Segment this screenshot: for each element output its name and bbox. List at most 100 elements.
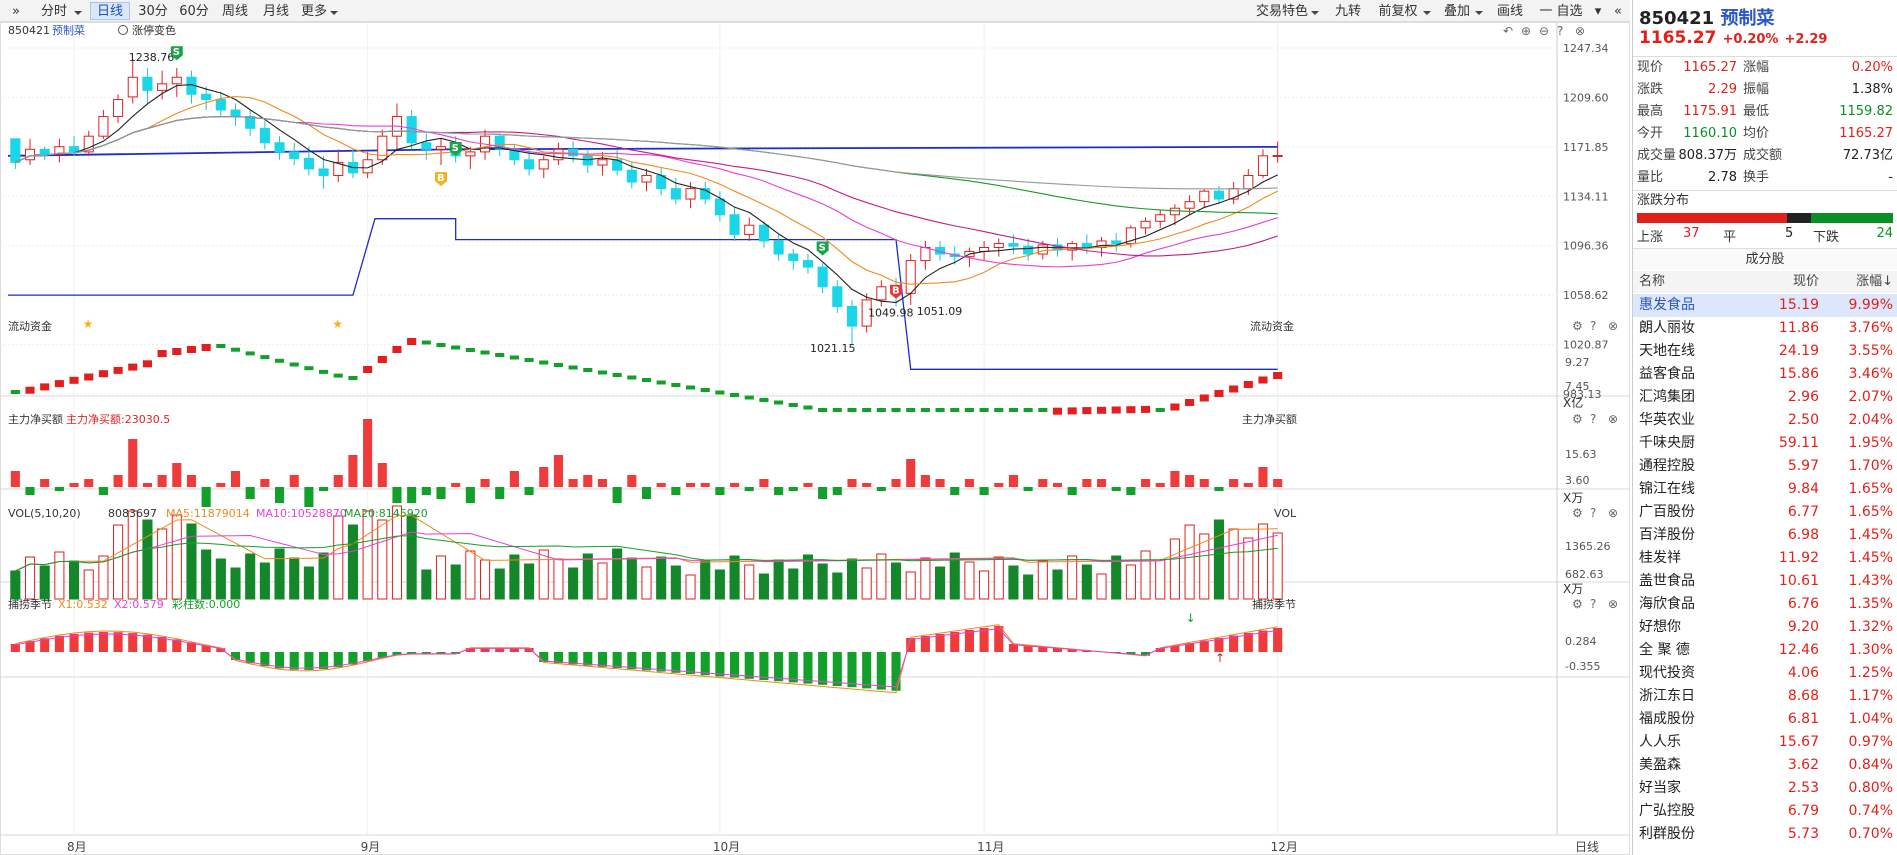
toolbar-button-r11[interactable]: 叠加	[1439, 2, 1487, 20]
candle-body	[714, 198, 725, 216]
constituent-row[interactable]: 天地在线 24.19 3.55%	[1633, 340, 1897, 363]
quote-row: 涨跌 2.29 振幅 1.38%	[1633, 79, 1897, 101]
netbuy-bar	[539, 467, 549, 487]
constituent-row[interactable]: 全 聚 德 12.46 1.30%	[1633, 639, 1897, 662]
toolbar-button-r13[interactable]: 一 自选	[1539, 4, 1583, 19]
candle-body	[1213, 190, 1224, 200]
toolbar-button-l1[interactable]: 分时	[34, 2, 86, 20]
add-icon[interactable]: ⊕	[1521, 24, 1531, 38]
toolbar-button-l7[interactable]: 更多	[298, 2, 342, 20]
volume-bar	[729, 555, 740, 600]
liquidity-bar	[920, 408, 930, 412]
constituent-row[interactable]: 盖世食品 10.61 1.43%	[1633, 570, 1897, 593]
volume-bar	[1008, 565, 1019, 600]
toolbar-button-r10[interactable]: 前复权	[1373, 2, 1435, 20]
quote-name[interactable]: 预制菜	[1720, 8, 1775, 29]
netbuy-bar	[730, 483, 740, 487]
gear-icon[interactable]: ⚙	[1572, 319, 1583, 333]
col-price[interactable]: 现价	[1792, 274, 1819, 289]
col-name[interactable]: 名称	[1639, 274, 1666, 289]
close-icon[interactable]: ⊗	[1608, 319, 1618, 333]
constituent-row[interactable]: 浙江东日 8.68 1.17%	[1633, 685, 1897, 708]
svg-text:B: B	[437, 173, 445, 184]
gear-icon[interactable]: ⚙	[1572, 597, 1583, 611]
volume-bar	[303, 566, 314, 600]
constituent-row[interactable]: 广百股份 6.77 1.65%	[1633, 501, 1897, 524]
constituent-row[interactable]: 汇鸿集团 2.96 2.07%	[1633, 386, 1897, 409]
netbuy-bar	[627, 475, 637, 487]
liquidity-bar	[935, 408, 945, 412]
netbuy-bar	[84, 479, 94, 487]
liquidity-bar	[1229, 385, 1239, 393]
toolbar-button-r15[interactable]: «	[1614, 4, 1622, 19]
constituent-row[interactable]: 惠发食品 15.19 9.99%	[1633, 294, 1897, 317]
gear-icon[interactable]: ⚙	[1572, 506, 1583, 520]
volume-bar	[1184, 524, 1195, 600]
close-icon[interactable]: ⊗	[1608, 506, 1618, 520]
constituent-row[interactable]: 利群股份 5.73 0.70%	[1633, 823, 1897, 846]
constituent-row[interactable]: 福成股份 6.81 1.04%	[1633, 708, 1897, 731]
constituent-row[interactable]: 人人乐 15.67 0.97%	[1633, 731, 1897, 754]
col-change-sort[interactable]: 涨幅↓	[1856, 274, 1893, 289]
toolbar-button-l6[interactable]: 月线	[262, 4, 289, 19]
constituent-row[interactable]: 朗人丽妆 11.86 3.76%	[1633, 317, 1897, 340]
constituent-row[interactable]: 广弘控股 6.79 0.74%	[1633, 800, 1897, 823]
settings-icon[interactable]: ↶	[1503, 24, 1513, 38]
season-bar	[407, 652, 417, 654]
season-bar	[201, 645, 211, 652]
arrow-down-icon: ↓	[1186, 611, 1196, 625]
breadth-labels: 上涨 37 平 5 下跌 24	[1637, 226, 1895, 246]
volume-bar	[391, 505, 403, 600]
gear-icon[interactable]: ⚙	[1572, 412, 1583, 426]
season-bar	[759, 652, 769, 680]
constituent-change: 1.04%	[1848, 711, 1893, 727]
constituent-price: 11.92	[1778, 550, 1819, 566]
panel-code: 850421	[8, 24, 50, 37]
constituent-row[interactable]: 锦江在线 9.84 1.65%	[1633, 478, 1897, 501]
constituent-row[interactable]: 千味央厨 59.11 1.95%	[1633, 432, 1897, 455]
help-icon[interactable]: ?	[1590, 597, 1596, 611]
season-bar	[730, 652, 740, 678]
volume-bar	[1067, 555, 1078, 600]
toolbar-button-r9[interactable]: 九转	[1334, 4, 1361, 19]
toolbar-button-r12[interactable]: 画线	[1496, 4, 1523, 19]
toolbar-button-r14[interactable]: ▾	[1594, 4, 1602, 19]
constituent-price: 15.67	[1778, 734, 1819, 750]
constituent-row[interactable]: 好当家 2.53 0.80%	[1633, 777, 1897, 800]
constituent-row[interactable]: 海欣食品 6.76 1.35%	[1633, 593, 1897, 616]
liquidity-bar	[172, 348, 182, 355]
constituent-row[interactable]: 美盈森 3.62 0.84%	[1633, 754, 1897, 777]
toolbar-button-l4[interactable]: 60分	[179, 4, 209, 19]
constituent-row[interactable]: 通程控股 5.97 1.70%	[1633, 455, 1897, 478]
liquidity-bar	[964, 408, 974, 412]
toolbar-button-l0[interactable]: »	[12, 4, 20, 19]
candle-body	[69, 146, 80, 153]
candle-body	[1155, 214, 1166, 222]
close-icon[interactable]: ⊗	[1575, 24, 1585, 38]
constituent-row[interactable]: 益客食品 15.86 3.46%	[1633, 363, 1897, 386]
close-icon[interactable]: ⊗	[1608, 597, 1618, 611]
constituent-row[interactable]: 现代投资 4.06 1.25%	[1633, 662, 1897, 685]
constituent-row[interactable]: 好想你 9.20 1.32%	[1633, 616, 1897, 639]
close-icon[interactable]: ⊗	[1608, 412, 1618, 426]
help-icon[interactable]: ?	[1590, 412, 1596, 426]
liquidity-bar	[847, 408, 857, 412]
constituent-price: 2.53	[1787, 780, 1819, 796]
help-icon[interactable]: ?	[1557, 24, 1563, 38]
help-icon[interactable]: ?	[1590, 319, 1596, 333]
constituent-row[interactable]: 华英农业 2.50 2.04%	[1633, 409, 1897, 432]
help-icon[interactable]: ?	[1590, 506, 1596, 520]
toolbar-button-l5[interactable]: 周线	[221, 4, 248, 19]
candle-body	[113, 99, 124, 118]
liquidity-bar	[274, 358, 285, 363]
toolbar-button-l2[interactable]: 日线	[90, 2, 130, 20]
minus-icon[interactable]: ⊖	[1539, 24, 1549, 38]
toolbar-button-l3[interactable]: 30分	[138, 4, 168, 19]
volume-bar	[171, 514, 182, 600]
constituent-row[interactable]: 百洋股份 6.98 1.45%	[1633, 524, 1897, 547]
toolbar-button-r8[interactable]: 交易特色	[1253, 2, 1323, 20]
constituent-name: 广弘控股	[1639, 803, 1695, 819]
constituent-change: 0.74%	[1848, 803, 1893, 819]
kline-chart-area[interactable]: 1247.34 1209.60 1171.85 1134.11 1096.36 1058.…	[0, 22, 1630, 855]
constituent-row[interactable]: 桂发祥 11.92 1.45%	[1633, 547, 1897, 570]
